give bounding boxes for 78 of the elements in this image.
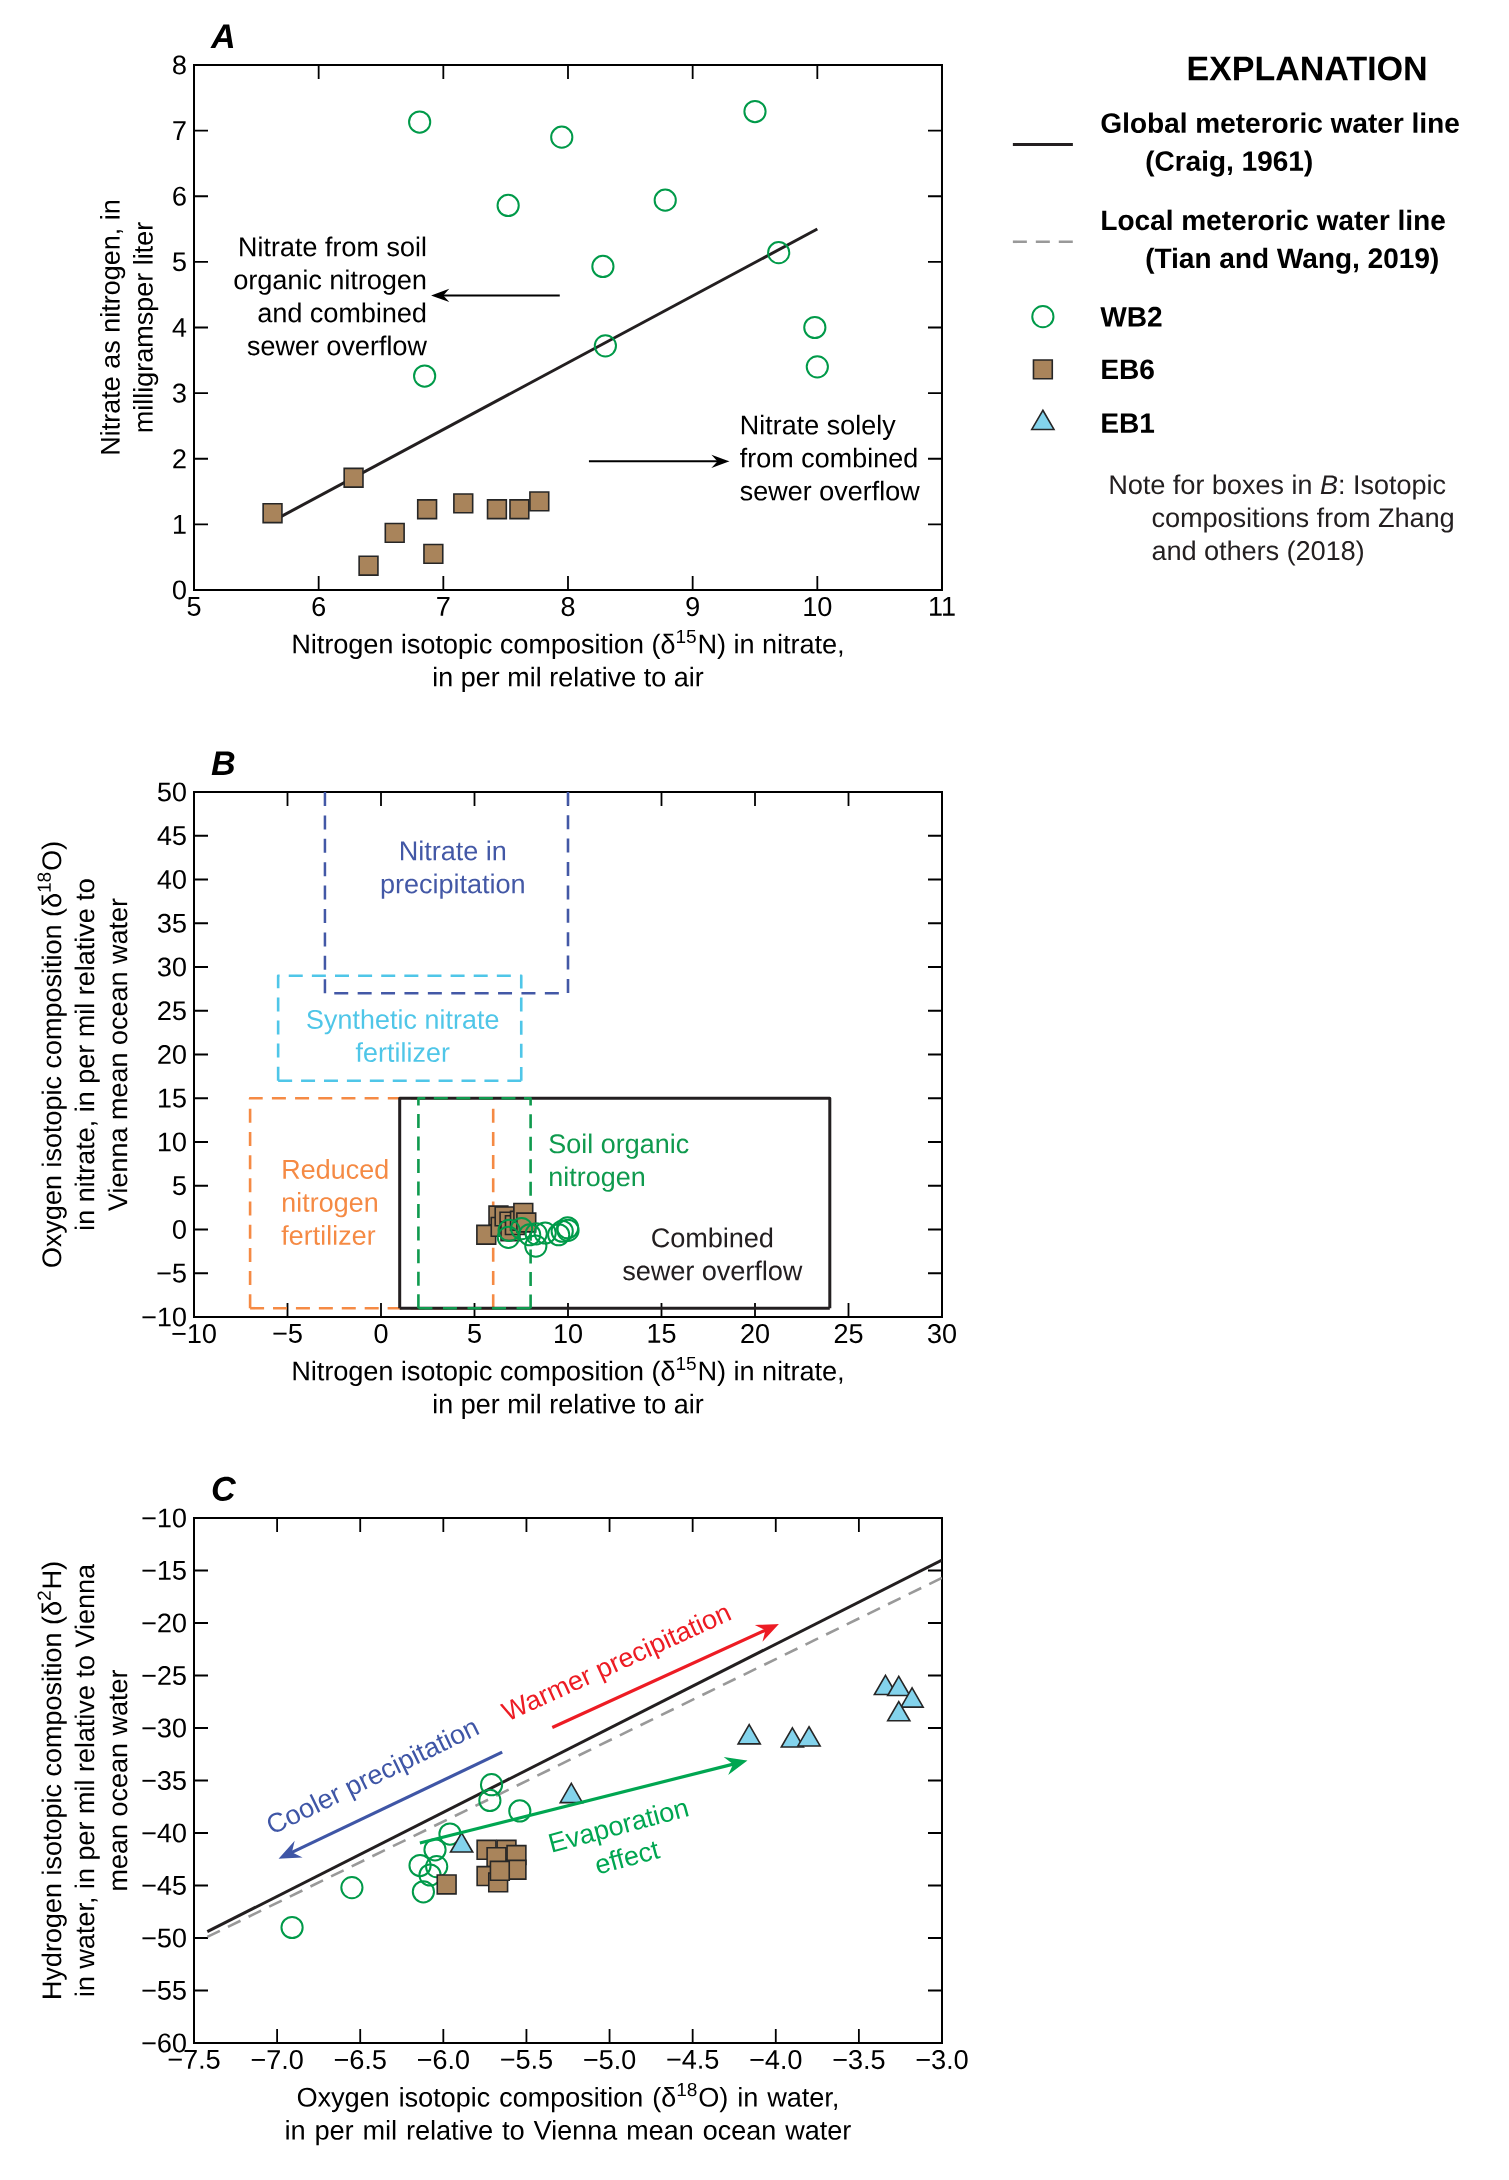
chart-title: B bbox=[211, 751, 235, 775]
y-tick-label: 10 bbox=[158, 1132, 186, 1152]
y-tick-label: 25 bbox=[158, 1001, 186, 1021]
y-tick-label: −35 bbox=[142, 1770, 186, 1791]
y-tick-label: 40 bbox=[157, 869, 186, 890]
y-tick-label: 0 bbox=[172, 1219, 186, 1240]
chart-title: A bbox=[210, 24, 234, 48]
x-tick-label: 10 bbox=[804, 597, 832, 617]
x-tick-label: 9 bbox=[686, 597, 699, 617]
x-axis-title: Nitrogen isotopic composition (δ$^{15}$N) in nitrate, in per mil relative to air bbox=[293, 1356, 843, 1419]
series-label: Combined sewer overflow bbox=[623, 1227, 803, 1281]
annotation: Nitrate solely from combined sewer overflow bbox=[740, 414, 920, 501]
x-axis-title: Oxygen isotopic composition (δ$^{18}$O) in water, in per mil relative to Vienna mean ocean water bbox=[286, 2082, 851, 2146]
x-tick-label: −4.0 bbox=[750, 2050, 802, 2070]
y-tick-label: −40 bbox=[142, 1823, 186, 1843]
x-tick-label: −5.0 bbox=[584, 2050, 636, 2070]
x-tick-label: 25 bbox=[834, 1324, 863, 1344]
x-axis-title: Nitrogen isotopic composition (δ$^{15}$N) in nitrate, in per mil relative to air bbox=[293, 629, 843, 692]
y-tick-label: 35 bbox=[157, 913, 186, 933]
y-tick-label: 20 bbox=[158, 1044, 186, 1065]
y-tick-label: 0 bbox=[172, 580, 186, 600]
series-label: Soil organic nitrogen bbox=[549, 1133, 689, 1192]
legend-label: Global meteroric water line (Craig, 1961) bbox=[1101, 112, 1459, 177]
y-tick-label: 4 bbox=[172, 318, 187, 337]
x-tick-label: 5 bbox=[468, 1324, 481, 1343]
x-tick-label: 30 bbox=[928, 1324, 956, 1344]
legend-title: EXPLANATION bbox=[1188, 56, 1426, 81]
x-tick-label: −3.0 bbox=[916, 2050, 968, 2070]
series-label: Synthetic nitrate fertilizer bbox=[307, 1009, 499, 1062]
series-label: Reduced nitrogen fertilizer bbox=[281, 1159, 388, 1245]
x-tick-label: −5 bbox=[273, 1324, 302, 1343]
legend-label: WB2 bbox=[1100, 306, 1162, 327]
x-tick-label: 7 bbox=[437, 597, 450, 616]
x-tick-label: −6.5 bbox=[334, 2050, 386, 2070]
y-tick-label: 2 bbox=[173, 449, 186, 469]
y-tick-label: −10 bbox=[142, 1508, 186, 1528]
y-tick-label: −5 bbox=[157, 1263, 186, 1283]
x-tick-label: 6 bbox=[312, 597, 325, 617]
y-tick-label: 15 bbox=[158, 1088, 186, 1108]
y-tick-label: −50 bbox=[142, 1928, 186, 1948]
legend-label: EB1 bbox=[1102, 413, 1155, 433]
y-tick-label: 8 bbox=[173, 55, 186, 75]
y-tick-label: 6 bbox=[173, 186, 186, 206]
y-tick-label: 5 bbox=[172, 1176, 186, 1196]
x-tick-label: 5 bbox=[187, 597, 201, 616]
y-tick-label: 30 bbox=[157, 957, 186, 977]
y-tick-label: −45 bbox=[142, 1876, 186, 1895]
y-tick-label: 3 bbox=[172, 383, 186, 403]
chart-title: C bbox=[212, 1476, 237, 1501]
x-tick-label: 20 bbox=[741, 1324, 769, 1344]
x-tick-label: 11 bbox=[930, 597, 955, 616]
x-tick-label: −7.0 bbox=[251, 2050, 303, 2070]
y-tick-label: 50 bbox=[157, 782, 186, 802]
y-tick-label: −30 bbox=[142, 1718, 186, 1738]
legend-label: Local meteroric water line (Tian and Wang, 2019) bbox=[1102, 209, 1445, 274]
y-tick-label: 5 bbox=[172, 252, 186, 272]
series-label: Nitrate in precipitation bbox=[381, 840, 524, 899]
x-tick-label: −6.0 bbox=[418, 2050, 469, 2070]
x-tick-label: −3.5 bbox=[833, 2050, 885, 2070]
x-tick-label: 8 bbox=[561, 597, 575, 617]
x-tick-label: 0 bbox=[374, 1324, 388, 1344]
y-axis-title: Nitrate as nitrogen, in milligramsper liter bbox=[100, 200, 159, 454]
y-tick-label: 7 bbox=[173, 121, 186, 140]
y-tick-label: −20 bbox=[142, 1613, 186, 1633]
y-axis-title: Oxygen isotopic composition (δ$^{18}$O) in nitrate, in per mil relative to Vienna mean ocean water bbox=[37, 842, 128, 1267]
legend-label: EB6 bbox=[1102, 359, 1154, 380]
x-tick-label: 15 bbox=[648, 1324, 676, 1343]
y-axis-title: Hydrogen isotopic composition (δ$^{2}$H) in water, in per mil relative to Vienna mean ocean water bbox=[37, 1562, 128, 1998]
x-tick-label: 10 bbox=[555, 1324, 582, 1344]
y-tick-label: −15 bbox=[142, 1561, 186, 1580]
y-tick-label: 1 bbox=[173, 515, 186, 534]
text: Note for boxes in B: Isotopic compositions from Zhang and others (2018) bbox=[1110, 474, 1453, 566]
y-tick-label: 45 bbox=[157, 826, 186, 846]
y-tick-label: −25 bbox=[142, 1665, 186, 1686]
annotation: Nitrate from soil organic nitrogen and combined sewer overflow bbox=[234, 236, 427, 356]
y-tick-label: −55 bbox=[142, 1981, 186, 2000]
x-tick-label: −5.5 bbox=[501, 2050, 552, 2069]
x-tick-label: −4.5 bbox=[667, 2050, 719, 2069]
